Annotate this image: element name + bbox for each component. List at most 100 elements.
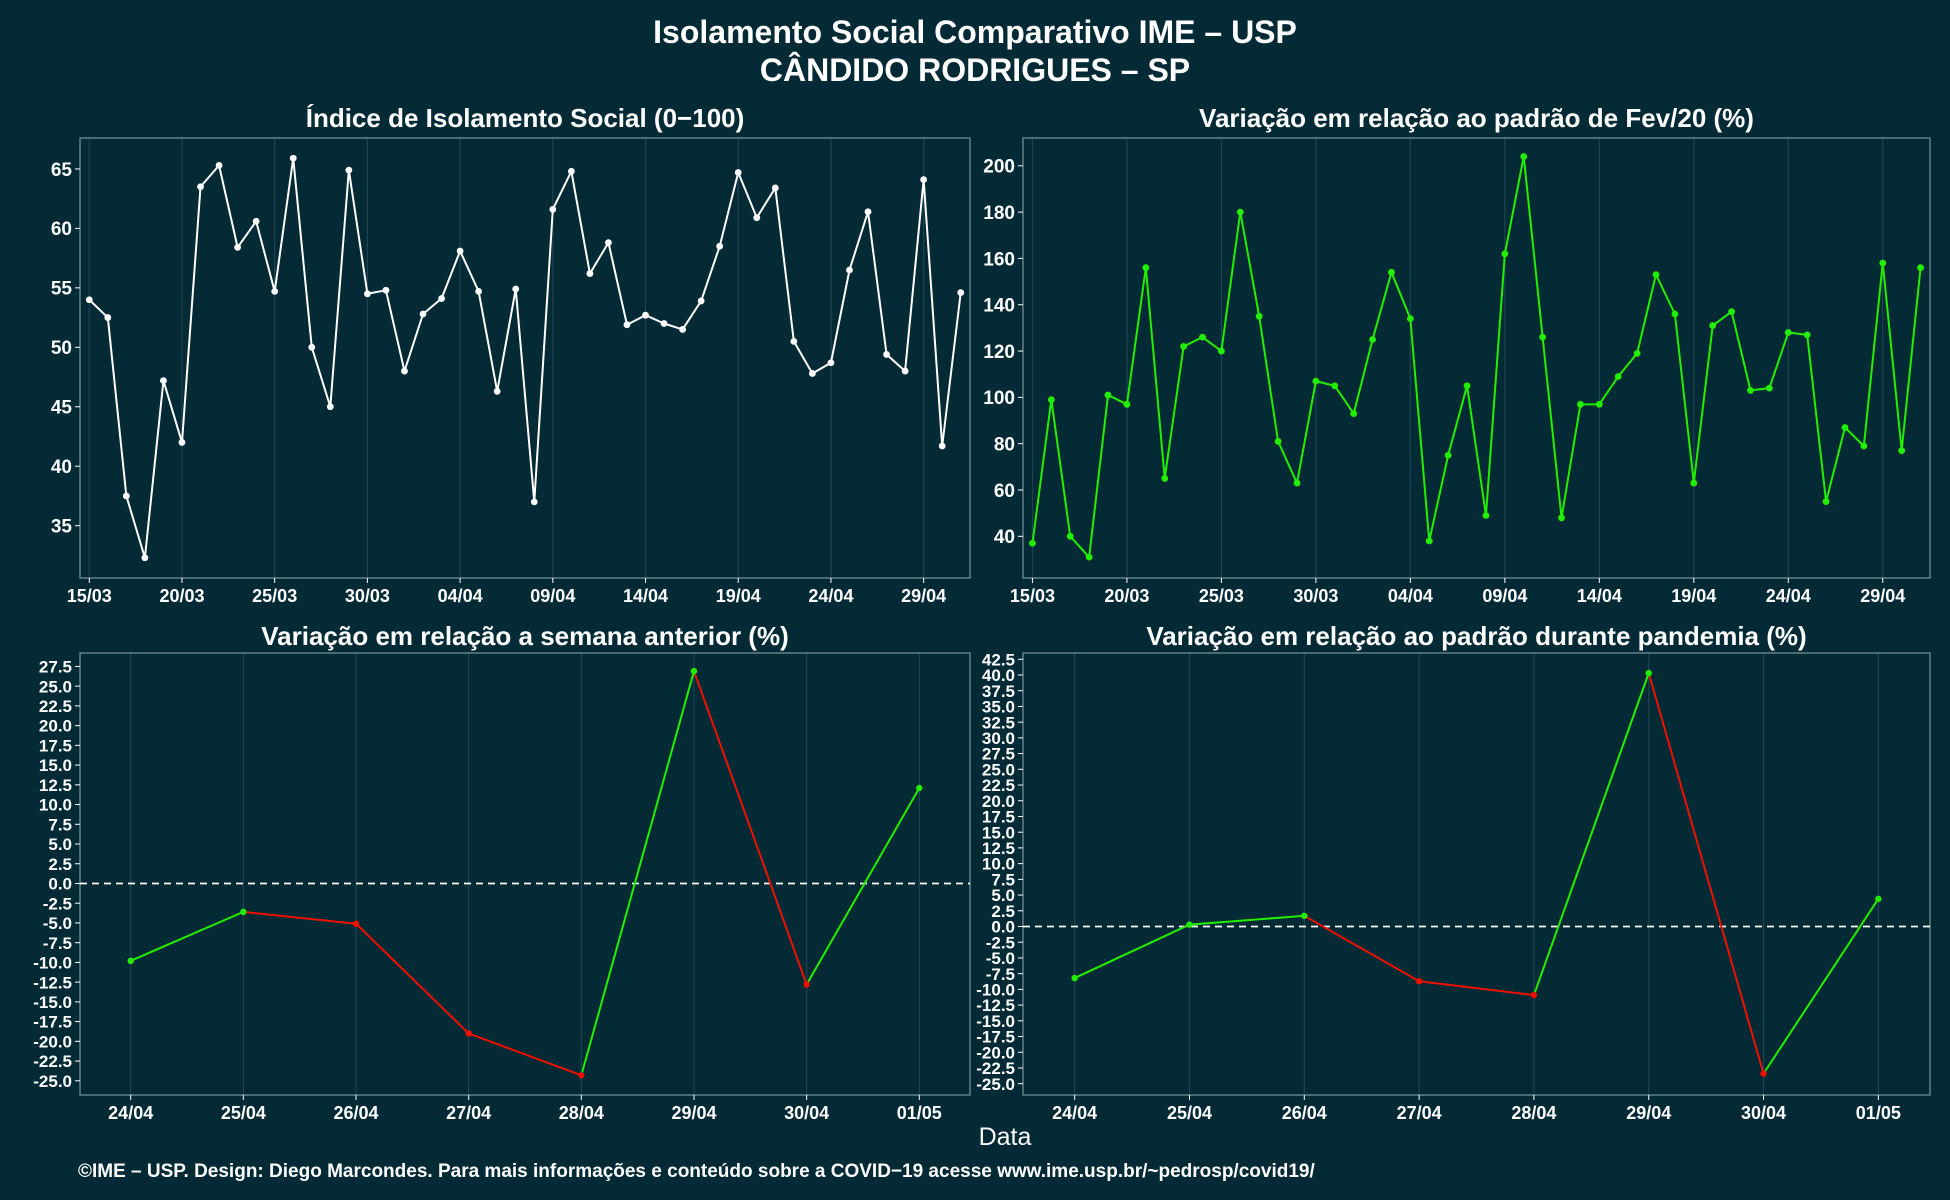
x-tick-label: 25/03 <box>252 586 297 606</box>
data-point <box>578 1072 585 1079</box>
y-tick-label: -5.0 <box>43 914 72 933</box>
plot-frame <box>79 652 971 1096</box>
data-point <box>1860 442 1868 450</box>
x-tick-label: 14/04 <box>1577 586 1622 606</box>
data-point <box>1577 400 1584 408</box>
data-point <box>642 311 649 319</box>
data-point <box>1444 451 1452 459</box>
y-tick-label: -15.0 <box>33 993 72 1012</box>
y-tick-label: 12.5 <box>982 839 1015 858</box>
x-tick-label: 19/04 <box>1671 586 1716 606</box>
y-tick-label: 180 <box>983 203 1015 224</box>
y-tick-label: 5.0 <box>48 835 72 854</box>
data-point <box>1917 264 1924 272</box>
x-tick-label: 25/04 <box>221 1103 266 1123</box>
x-tick-label: 29/04 <box>1626 1103 1671 1123</box>
y-tick-label: 65 <box>51 160 73 181</box>
series-segment <box>1074 923 1190 979</box>
y-tick-label: 37.5 <box>982 682 1015 701</box>
plot-frame <box>1022 137 1931 579</box>
data-point <box>1047 396 1055 404</box>
series-segment <box>580 670 695 1076</box>
series-segment <box>355 923 470 1035</box>
x-tick-label: 28/04 <box>1511 1103 1556 1123</box>
series-segment <box>1762 898 1880 1075</box>
data-point <box>1425 537 1433 545</box>
data-point <box>141 554 149 562</box>
data-point <box>1482 512 1490 519</box>
x-tick-label: 25/03 <box>1199 586 1244 606</box>
y-tick-label: 25.0 <box>982 760 1015 779</box>
y-tick-label: 140 <box>983 296 1015 317</box>
data-point <box>1614 373 1622 380</box>
data-point <box>697 297 705 305</box>
y-tick-label: 60 <box>994 481 1015 502</box>
y-tick-label: 22.5 <box>982 776 1015 795</box>
x-tick-label: 27/04 <box>446 1103 491 1123</box>
data-point <box>1822 498 1830 505</box>
data-point <box>1709 322 1717 329</box>
data-point <box>1180 343 1188 350</box>
data-point <box>382 286 390 294</box>
series-segment <box>243 910 357 925</box>
data-point <box>920 176 928 184</box>
panel-title: Variação em relação a semana anterior (%… <box>261 621 789 651</box>
y-tick-label: -2.5 <box>43 894 72 913</box>
x-tick-label: 20/03 <box>1104 586 1149 606</box>
x-tick-label: 24/04 <box>108 1103 153 1123</box>
y-tick-label: 7.5 <box>48 815 72 834</box>
data-point <box>1255 312 1263 320</box>
x-tick-label: 25/04 <box>1167 1103 1212 1123</box>
data-point <box>85 296 93 304</box>
y-tick-label: -12.5 <box>33 973 72 992</box>
data-point <box>160 377 167 384</box>
x-tick-label: 26/04 <box>1282 1103 1327 1123</box>
x-tick-label: 28/04 <box>559 1103 604 1123</box>
data-point <box>1652 271 1660 279</box>
data-point <box>1236 208 1244 216</box>
x-tick-label: 24/04 <box>1766 586 1811 606</box>
x-tick-label: 24/04 <box>1052 1103 1097 1123</box>
data-point <box>104 314 112 321</box>
data-point <box>1186 921 1193 928</box>
y-tick-label: 22.5 <box>39 697 72 716</box>
x-tick-label: 19/04 <box>716 586 761 606</box>
data-point <box>1085 553 1093 561</box>
data-point <box>957 289 965 296</box>
y-tick-label: 160 <box>983 249 1015 270</box>
x-tick-label: 15/03 <box>67 586 112 606</box>
data-point <box>790 337 798 345</box>
plot-frame <box>79 137 971 579</box>
y-tick-label: -5.0 <box>986 949 1015 968</box>
x-tick-label: 29/04 <box>671 1103 716 1123</box>
x-tick-label: 29/04 <box>1860 586 1905 606</box>
x-tick-label: 15/03 <box>1010 586 1055 606</box>
data-point <box>1369 336 1376 343</box>
x-tick-label: 24/04 <box>808 586 853 606</box>
y-tick-label: 0.0 <box>991 918 1015 937</box>
y-tick-label: 20.0 <box>39 717 72 736</box>
data-point <box>716 242 724 250</box>
y-tick-label: 2.5 <box>991 902 1015 921</box>
data-point <box>127 957 134 965</box>
data-point <box>1218 347 1225 355</box>
y-tick-label: 10.0 <box>982 855 1015 874</box>
series-segment <box>1303 914 1420 983</box>
data-point <box>1747 387 1754 394</box>
plot-frame <box>1022 652 1931 1096</box>
data-point <box>1142 264 1150 272</box>
y-tick-label: 27.5 <box>39 658 72 677</box>
y-tick-label: 5.0 <box>991 886 1015 905</box>
data-point <box>1784 329 1792 336</box>
y-tick-label: -20.0 <box>33 1032 72 1051</box>
data-point <box>197 183 204 191</box>
data-point <box>345 166 353 174</box>
data-point <box>1161 475 1169 482</box>
y-tick-label: -2.5 <box>986 933 1015 952</box>
y-tick-label: 120 <box>983 342 1015 363</box>
y-tick-label: 50 <box>51 338 72 359</box>
data-point <box>1595 400 1603 408</box>
data-point <box>1312 377 1320 385</box>
data-point <box>1520 153 1528 160</box>
